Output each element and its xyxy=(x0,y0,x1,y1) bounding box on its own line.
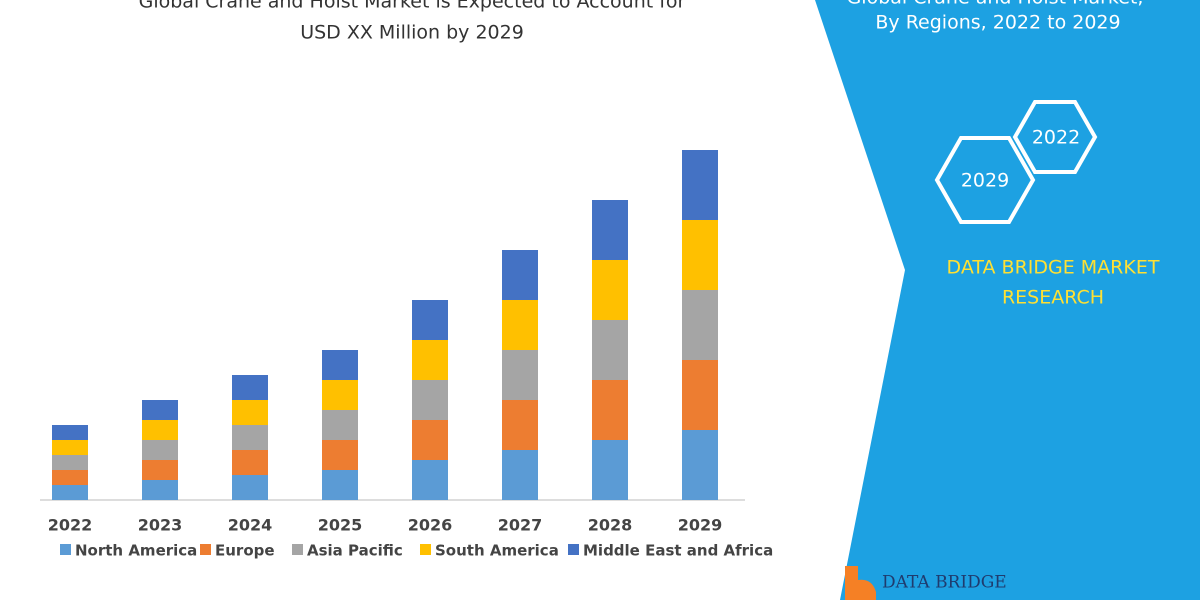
x-tick-label: 2029 xyxy=(678,516,723,535)
chart-title: USD XX Million by 2029 xyxy=(300,22,524,44)
bar-segment xyxy=(232,475,268,500)
bar-segment xyxy=(232,400,268,425)
bar-segment xyxy=(682,220,718,290)
panel-title: By Regions, 2022 to 2029 xyxy=(875,12,1120,34)
legend-swatch xyxy=(200,544,211,555)
hexagon-label: 2029 xyxy=(961,170,1009,192)
bar-segment xyxy=(52,470,88,485)
chart-title: Global Crane and Hoist Market is Expecte… xyxy=(139,0,686,13)
bar-segment xyxy=(682,360,718,430)
bar-segment xyxy=(322,350,358,380)
bar-segment xyxy=(142,460,178,480)
x-tick-label: 2022 xyxy=(48,516,93,535)
hexagon xyxy=(1012,100,1098,174)
x-tick-label: 2026 xyxy=(408,516,453,535)
bar-segment xyxy=(52,455,88,470)
bar-segment xyxy=(592,260,628,320)
bar-segment xyxy=(502,450,538,500)
x-tick-label: 2028 xyxy=(588,516,633,535)
bar-segment xyxy=(232,450,268,475)
bar-segment xyxy=(142,480,178,500)
bar-segment xyxy=(592,440,628,500)
bar-segment xyxy=(592,200,628,260)
panel-title: Global Crane and Hoist Market, xyxy=(847,0,1144,9)
bar-segment xyxy=(142,420,178,440)
legend-label: Middle East and Africa xyxy=(583,542,773,560)
logo-text: DATA BRIDGE xyxy=(882,573,1007,593)
bar-segment xyxy=(52,425,88,440)
bar-segment xyxy=(52,440,88,455)
bar-segment xyxy=(592,320,628,380)
bar-segment xyxy=(412,300,448,340)
bar-segment xyxy=(682,430,718,500)
bar-segment xyxy=(682,290,718,360)
bar-segment xyxy=(142,440,178,460)
legend-label: North America xyxy=(75,542,197,560)
x-tick-label: 2024 xyxy=(228,516,273,535)
bar-segment xyxy=(412,460,448,500)
bar-segment xyxy=(322,470,358,500)
bar-segment xyxy=(412,340,448,380)
bar-segment xyxy=(502,400,538,450)
bar-segment xyxy=(412,420,448,460)
side-panel xyxy=(815,0,1200,600)
bar-segment xyxy=(232,375,268,400)
bar-segment xyxy=(502,300,538,350)
legend-swatch xyxy=(420,544,431,555)
hexagon xyxy=(934,136,1036,224)
hexagon-label: 2022 xyxy=(1032,127,1080,149)
bar-segment xyxy=(412,380,448,420)
x-tick-label: 2027 xyxy=(498,516,543,535)
bar-segment xyxy=(52,485,88,500)
legend-label: South America xyxy=(435,542,559,560)
bar-segment xyxy=(322,410,358,440)
legend-swatch xyxy=(568,544,579,555)
bar-segment xyxy=(592,380,628,440)
bar-segment xyxy=(322,380,358,410)
bar-segment xyxy=(232,425,268,450)
bar-segment xyxy=(502,250,538,300)
brand-text: DATA BRIDGE MARKET xyxy=(947,257,1160,279)
bar-segment xyxy=(142,400,178,420)
legend-label: Europe xyxy=(215,542,275,560)
bar-segment xyxy=(682,150,718,220)
brand-text: RESEARCH xyxy=(1002,287,1104,309)
bar-segment xyxy=(322,440,358,470)
legend-swatch xyxy=(60,544,71,555)
x-tick-label: 2025 xyxy=(318,516,363,535)
logo-mark xyxy=(845,566,876,600)
legend-swatch xyxy=(292,544,303,555)
bar-segment xyxy=(502,350,538,400)
legend-label: Asia Pacific xyxy=(307,542,403,560)
x-tick-label: 2023 xyxy=(138,516,183,535)
